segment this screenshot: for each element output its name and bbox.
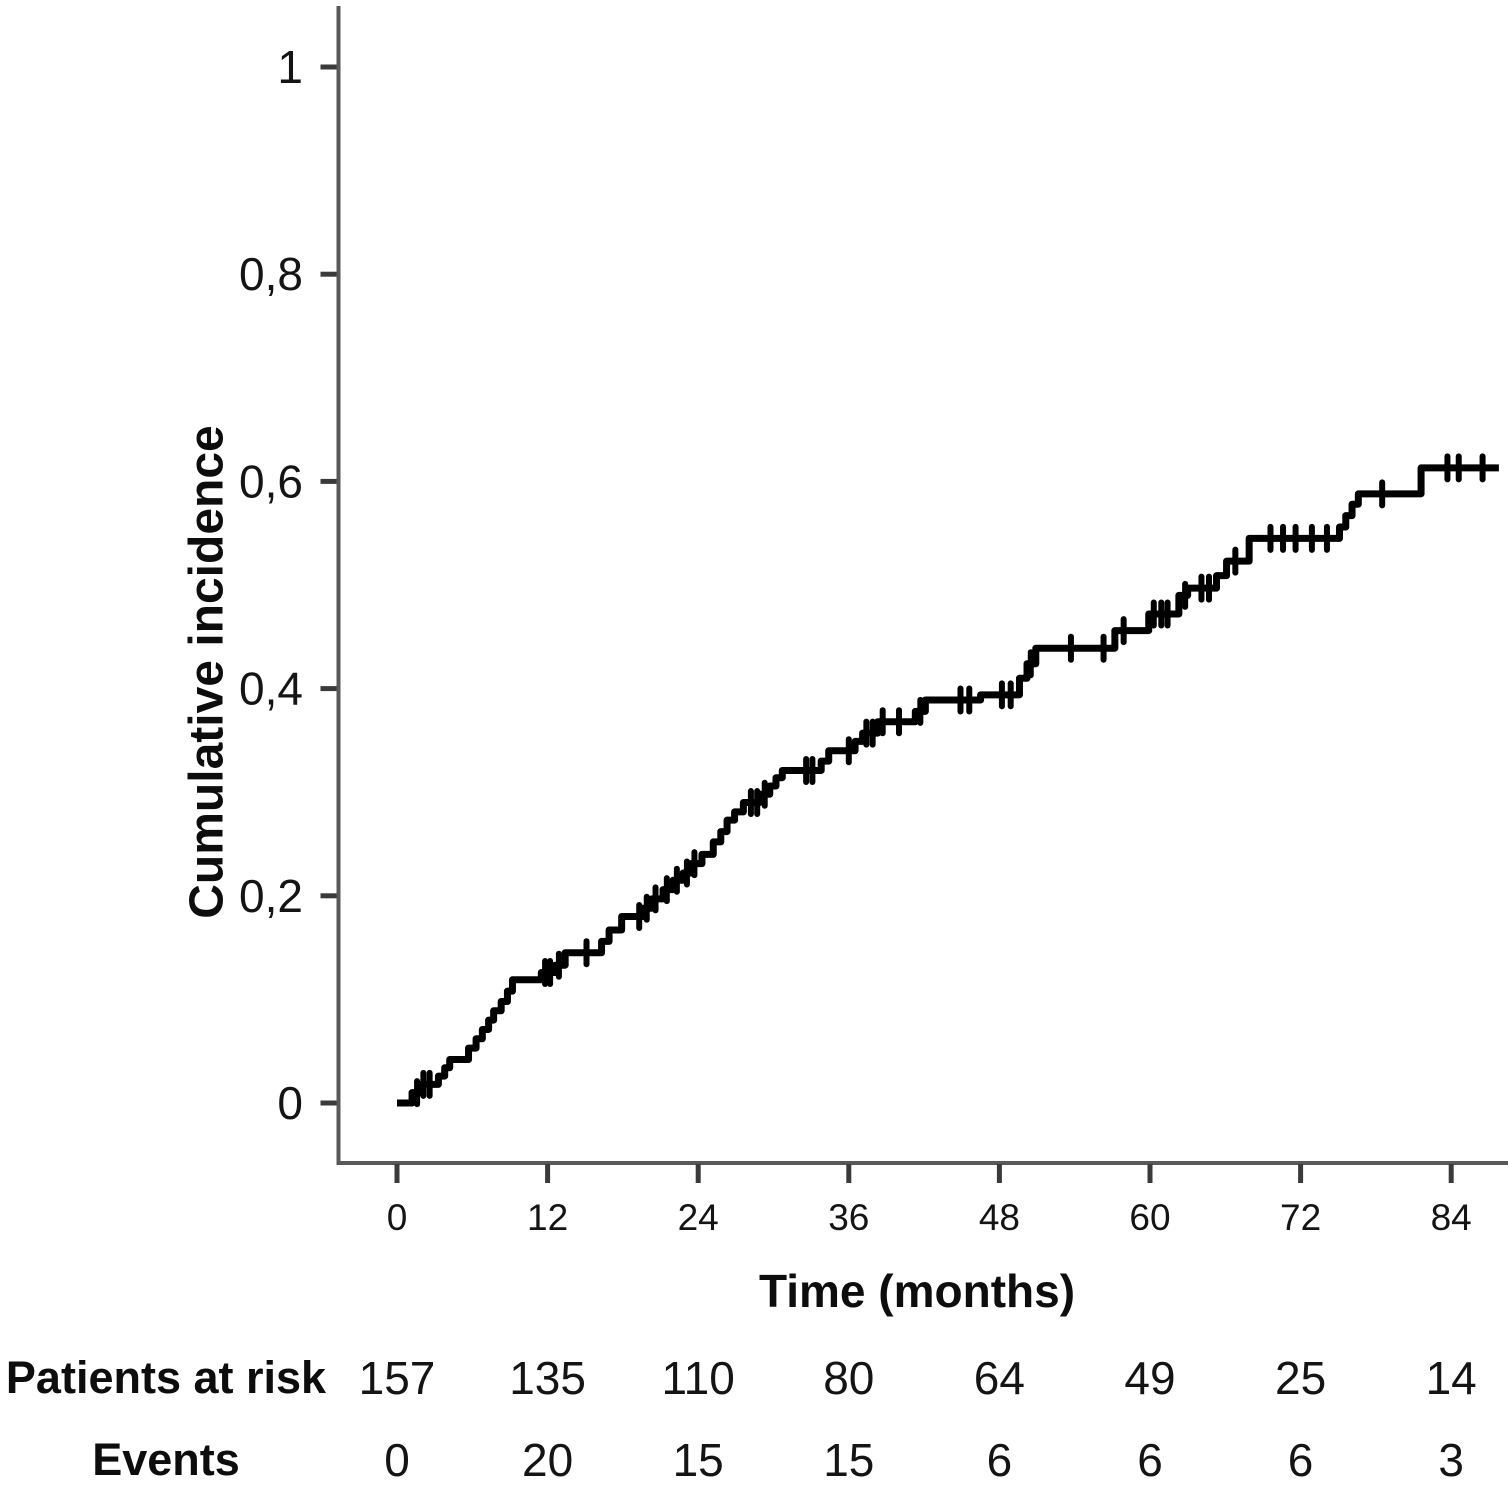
patients-at-risk-value: 14 (1425, 1352, 1477, 1404)
patients-at-risk-values: 157 135 110 80 64 49 25 14 (0, 1351, 1508, 1405)
patients-at-risk-value: 64 (973, 1352, 1025, 1404)
patients-at-risk-value: 135 (509, 1352, 586, 1404)
cumulative-incidence-curve (397, 464, 1499, 1107)
y-axis-tick-label: 0,2 (239, 870, 303, 922)
events-value: 6 (1137, 1434, 1163, 1486)
x-axis-tick-label: 72 (1280, 1197, 1321, 1238)
cumulative-incidence-plot: 1 0,8 0,6 0,4 0,2 0 0 12 24 36 48 60 72 84 (239, 6, 1508, 1238)
events-label: Events (92, 1434, 240, 1485)
x-axis-tick-label: 36 (828, 1197, 869, 1238)
patients-at-risk-value: 157 (358, 1352, 436, 1404)
y-axis-tick-label: 0 (277, 1077, 303, 1129)
x-axis-tick-label: 48 (979, 1197, 1020, 1238)
y-axis-tick-label: 0,4 (239, 663, 303, 715)
x-axis-tick-label: 60 (1129, 1197, 1170, 1238)
x-axis-tick-label: 0 (387, 1197, 408, 1238)
x-axis-tick-label: 12 (527, 1197, 568, 1238)
events-value: 0 (384, 1434, 410, 1486)
patients-at-risk-value: 80 (823, 1352, 875, 1404)
patients-at-risk-value: 25 (1275, 1352, 1327, 1404)
events-values: 0 20 15 15 6 6 6 3 (0, 1433, 1508, 1487)
patients-at-risk-value: 49 (1124, 1352, 1176, 1404)
x-axis-tick-label: 84 (1431, 1197, 1472, 1238)
patients-at-risk-value: 110 (661, 1352, 735, 1404)
x-axis-tick-label: 24 (678, 1197, 719, 1238)
events-value: 3 (1438, 1434, 1464, 1486)
patients-at-risk-label: Patients at risk (5, 1352, 327, 1403)
events-value: 6 (986, 1434, 1013, 1486)
events-value: 20 (522, 1434, 574, 1486)
y-axis-tick-label: 0,8 (239, 248, 303, 300)
y-axis-tick-label: 0,6 (239, 455, 303, 507)
events-value: 15 (672, 1434, 724, 1486)
events-value: 15 (823, 1434, 875, 1486)
x-axis-title: Time (months) (758, 1265, 1076, 1317)
events-value: 6 (1287, 1434, 1314, 1486)
y-axis-title: Cumulative incidence (180, 425, 234, 919)
y-axis-tick-label: 1 (277, 41, 303, 93)
